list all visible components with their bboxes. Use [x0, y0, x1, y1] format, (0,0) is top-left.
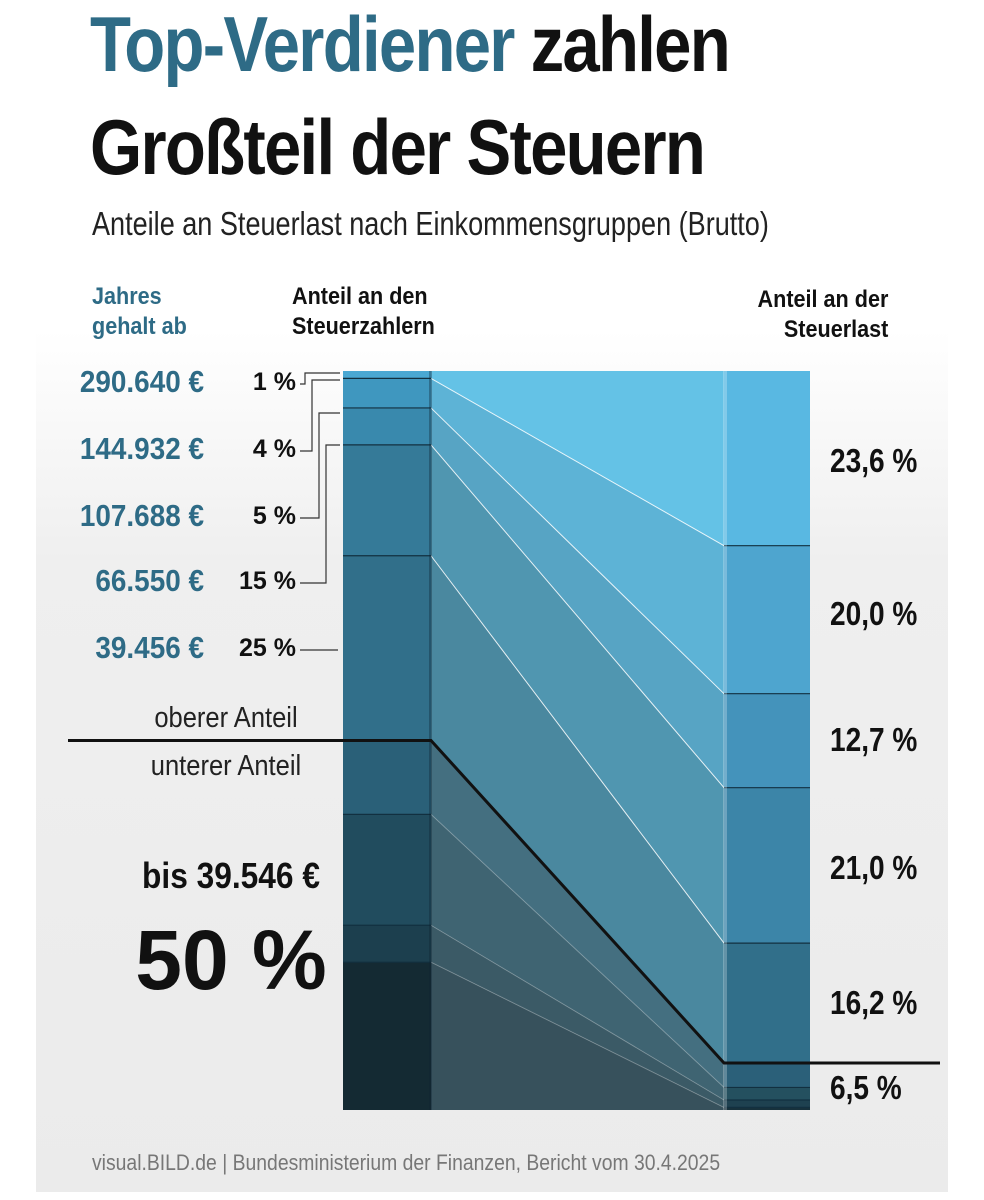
flow-separator	[430, 814, 725, 1088]
flow-band-3	[431, 407, 724, 788]
bracket-connector-4	[300, 444, 340, 584]
taxshare-bar-segment	[724, 943, 810, 1063]
flow-band-9	[431, 962, 724, 1110]
salary-header-line-1: Jahres	[92, 283, 162, 310]
tax-share-label-6: 6,5 %	[830, 1069, 902, 1106]
taxpayer-bar-segment	[343, 407, 431, 445]
taxshare-header-line-1: Anteil an der	[757, 286, 888, 313]
taxpayer-header-line-2: Steuerzahlern	[292, 313, 435, 340]
flow-band-8	[431, 925, 724, 1108]
title-accent: Top-Verdiener	[90, 0, 515, 88]
taxpayer-share-label-5: 25 %	[239, 634, 296, 662]
taxpayer-bar-segment	[343, 444, 431, 556]
salary-column-header: Jahres gehalt ab	[92, 282, 187, 342]
flow-band-4	[431, 444, 724, 944]
bar-edge-highlight	[723, 371, 727, 1110]
flow-separator	[430, 444, 725, 789]
taxshare-bar-segment	[724, 1087, 810, 1101]
salary-threshold-3: 107.688 €	[79, 498, 204, 533]
taxpayer-share-label-2: 4 %	[252, 435, 296, 463]
taxpayer-share-label-3: 5 %	[252, 502, 296, 530]
bracket-connector-3	[300, 412, 340, 519]
flow-band-5	[431, 555, 724, 1063]
title-rest: zahlen	[530, 0, 731, 88]
taxpayer-bar-segment	[343, 378, 431, 408]
flow-band-6	[431, 740, 724, 1088]
title-line-2: Großteil der Steuern	[90, 103, 706, 191]
taxshare-header-line-2: Steuerlast	[783, 316, 888, 343]
flow-separator	[430, 555, 725, 944]
taxpayer-bar-segment	[343, 925, 431, 963]
salary-threshold-2: 144.932 €	[79, 431, 204, 466]
lower-share-label: unterer Anteil	[150, 750, 302, 782]
flow-separator	[430, 407, 725, 695]
upper-share-label: oberer Anteil	[154, 702, 298, 734]
salary-header-line-2: gehalt ab	[92, 313, 187, 340]
subtitle: Anteile an Steuerlast nach Einkommensgru…	[92, 205, 769, 242]
tax-share-label-4: 21,0 %	[830, 849, 918, 886]
flow-separator	[430, 924, 725, 1101]
flow-band-2	[431, 378, 724, 694]
tax-share-label-3: 12,7 %	[830, 721, 918, 758]
taxpayer-bar-segment	[343, 962, 431, 1110]
taxpayer-bar-segment	[343, 555, 431, 741]
bottom-group-range: bis 39.546 €	[142, 855, 320, 896]
taxshare-column-header: Anteil an der Steuerlast	[757, 285, 888, 345]
taxshare-bar-segment	[724, 545, 810, 694]
taxpayer-share-label-1: 1 %	[252, 368, 296, 396]
taxshare-bar-segment	[724, 693, 810, 788]
median-divider-line	[68, 739, 940, 1065]
taxpayer-bar-segment	[343, 814, 431, 926]
flow-separator	[430, 961, 725, 1108]
source-note: visual.BILD.de | Bundesministerium der F…	[92, 1150, 721, 1175]
flow-band-7	[431, 814, 724, 1101]
title-line-1: Top-Verdiener zahlen	[90, 5, 731, 83]
tax-share-label-2: 20,0 %	[830, 595, 918, 632]
taxshare-bar-segment	[724, 371, 810, 546]
taxpayer-bar-segment	[343, 740, 431, 815]
salary-threshold-4: 66.550 €	[95, 563, 204, 598]
taxpayer-header-line-1: Anteil an den	[292, 283, 428, 310]
bracket-connector-1	[300, 372, 340, 385]
flow-separator	[430, 377, 725, 547]
taxshare-bar-segment	[724, 787, 810, 944]
taxpayer-column-header: Anteil an den Steuerzahlern	[292, 282, 435, 342]
taxshare-bar-segment	[724, 1107, 810, 1110]
salary-threshold-1: 290.640 €	[79, 364, 204, 399]
taxpayer-bar-segment	[343, 371, 431, 379]
salary-threshold-5: 39.456 €	[95, 630, 204, 665]
flow-band-1	[431, 371, 724, 546]
tax-share-label-5: 16,2 %	[830, 984, 918, 1021]
bracket-connector-2	[300, 379, 340, 452]
bottom-group-share: 50 %	[135, 913, 327, 1007]
taxshare-bar-segment	[724, 1100, 810, 1108]
tax-share-label-1: 23,6 %	[830, 442, 918, 479]
taxshare-bar-segment	[724, 1063, 810, 1088]
taxpayer-share-label-4: 15 %	[239, 567, 296, 595]
